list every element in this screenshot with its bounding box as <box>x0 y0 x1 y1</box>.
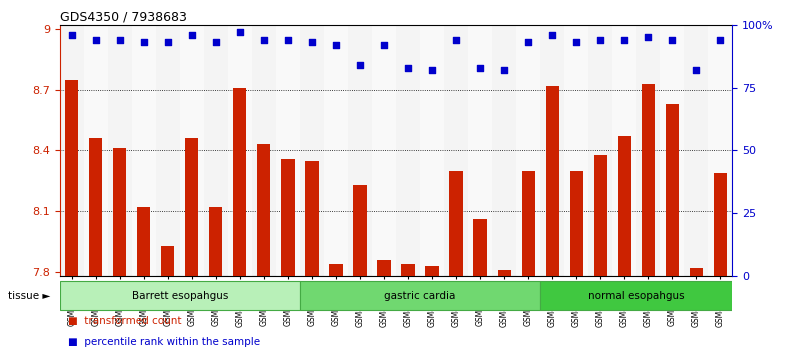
Bar <box>540 25 564 276</box>
Point <box>377 42 390 48</box>
Bar <box>521 171 535 276</box>
Bar <box>233 87 247 276</box>
Point <box>402 65 415 70</box>
Point <box>282 37 295 43</box>
Bar <box>425 266 439 276</box>
Point <box>618 37 630 43</box>
Bar <box>180 25 204 276</box>
Bar <box>372 25 396 276</box>
Point <box>330 42 342 48</box>
Text: GDS4350 / 7938683: GDS4350 / 7938683 <box>60 11 186 24</box>
Bar <box>306 161 318 276</box>
Point <box>714 37 727 43</box>
Point <box>185 32 198 38</box>
Text: tissue ►: tissue ► <box>8 291 50 301</box>
Bar <box>714 173 727 276</box>
Bar <box>401 264 415 276</box>
Bar <box>353 185 367 276</box>
Text: normal esopahgus: normal esopahgus <box>588 291 685 301</box>
Text: gastric cardia: gastric cardia <box>384 291 456 301</box>
Bar <box>444 25 468 276</box>
Point <box>546 32 559 38</box>
Bar <box>588 25 612 276</box>
Point <box>594 37 607 43</box>
Bar <box>612 25 636 276</box>
Point <box>521 40 534 45</box>
Point <box>353 62 366 68</box>
Point <box>113 37 126 43</box>
Bar <box>594 154 607 276</box>
Point <box>666 37 679 43</box>
Bar <box>257 144 271 276</box>
Point <box>690 67 703 73</box>
Bar <box>450 171 462 276</box>
Bar <box>132 25 156 276</box>
Bar <box>396 25 420 276</box>
Point <box>138 40 150 45</box>
Bar <box>185 138 198 276</box>
Bar <box>545 86 559 276</box>
Bar <box>84 25 107 276</box>
Bar <box>107 25 132 276</box>
Bar <box>65 80 78 276</box>
Bar <box>492 25 516 276</box>
Point <box>474 65 486 70</box>
Bar <box>570 171 583 276</box>
Bar <box>642 84 655 276</box>
Point <box>426 67 439 73</box>
Point <box>233 29 246 35</box>
Bar <box>498 270 511 276</box>
Bar <box>618 136 630 276</box>
Text: Barrett esopahgus: Barrett esopahgus <box>131 291 228 301</box>
Bar <box>420 25 444 276</box>
Point <box>642 34 654 40</box>
Bar <box>137 207 150 276</box>
Bar <box>252 25 276 276</box>
Bar <box>516 25 540 276</box>
Bar <box>636 25 660 276</box>
Bar <box>330 264 342 276</box>
FancyBboxPatch shape <box>60 281 300 310</box>
Bar <box>156 25 180 276</box>
Bar <box>281 159 295 276</box>
Point <box>306 40 318 45</box>
Bar <box>348 25 372 276</box>
Text: ■  transformed count: ■ transformed count <box>68 316 181 326</box>
Bar <box>276 25 300 276</box>
Point <box>498 67 510 73</box>
Bar <box>474 219 486 276</box>
Bar <box>228 25 252 276</box>
Bar <box>708 25 732 276</box>
Bar <box>324 25 348 276</box>
Point <box>89 37 102 43</box>
Bar <box>468 25 492 276</box>
Bar <box>665 104 679 276</box>
FancyBboxPatch shape <box>540 281 732 310</box>
Bar <box>564 25 588 276</box>
Bar <box>89 138 103 276</box>
FancyBboxPatch shape <box>300 281 540 310</box>
Point <box>258 37 271 43</box>
Point <box>162 40 174 45</box>
Point <box>209 40 222 45</box>
Bar <box>162 246 174 276</box>
Point <box>65 32 78 38</box>
Bar <box>60 25 84 276</box>
Point <box>450 37 462 43</box>
Text: ■  percentile rank within the sample: ■ percentile rank within the sample <box>68 337 259 347</box>
Point <box>570 40 583 45</box>
Bar <box>660 25 685 276</box>
Bar <box>689 268 703 276</box>
Bar <box>685 25 708 276</box>
Bar <box>209 207 222 276</box>
Bar <box>113 148 127 276</box>
Bar <box>204 25 228 276</box>
Bar <box>300 25 324 276</box>
Bar <box>377 260 391 276</box>
